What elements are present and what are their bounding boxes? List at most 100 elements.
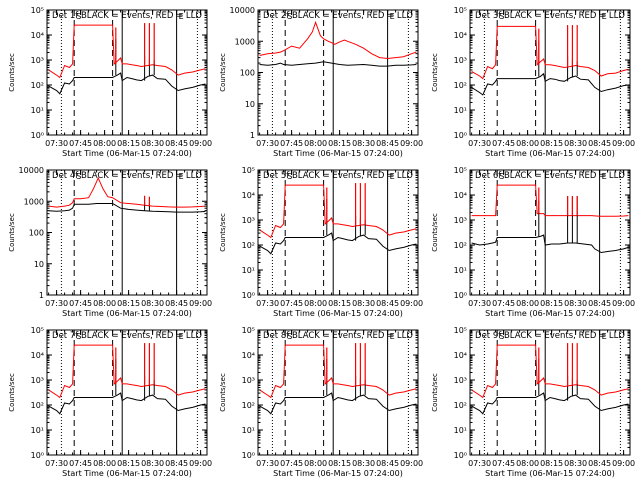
y-tick-label: 10⁵ — [454, 166, 467, 175]
x-axis-label: Start Time (06-Mar-15 07:24:00) — [273, 149, 403, 158]
x-tick-label: 09:00 — [400, 459, 423, 468]
x-tick-label: 08:00 — [93, 139, 116, 148]
y-tick-label: 10² — [242, 241, 255, 250]
saa-start-letter: S — [499, 12, 504, 21]
x-tick-label: 08:45 — [376, 459, 399, 468]
y-axis-label: Counts/sec — [219, 373, 227, 412]
y-tick-label: 10⁰ — [242, 451, 255, 460]
x-axis-label: Start Time (06-Mar-15 07:24:00) — [485, 469, 615, 478]
detector-panel-9: S E 10⁰ 10¹ 10² 10³ 10⁴ 10⁵ 07:30 07:45 08:00 08:15… — [431, 326, 635, 478]
saa-end-letter: E — [390, 172, 395, 181]
x-tick-label: 07:45 — [280, 139, 303, 148]
x-tick-label: 08:30 — [564, 299, 587, 308]
events-series-line — [48, 392, 206, 415]
y-tick-label: 10⁵ — [31, 6, 44, 15]
x-tick-label: 08:15 — [540, 139, 563, 148]
y-tick-label: 10⁵ — [242, 166, 255, 175]
x-tick-label: 08:15 — [328, 139, 351, 148]
y-tick-label: 10⁵ — [31, 326, 44, 335]
y-tick-label: 10³ — [454, 56, 467, 65]
x-tick-label: 08:15 — [117, 459, 140, 468]
y-tick-label: 10¹ — [242, 266, 255, 275]
y-tick-label: 10⁴ — [31, 351, 44, 360]
panel-title: Det 3f BLACK = Events, RED = LLD — [475, 11, 625, 21]
x-tick-label: 08:30 — [352, 139, 375, 148]
lld-series-line — [471, 344, 629, 399]
saa-start-letter: S — [76, 172, 81, 181]
x-tick-label: 08:00 — [93, 299, 116, 308]
lld-series-line — [48, 24, 206, 79]
panel-title: Det 7f BLACK = Events, RED = LLD — [52, 331, 202, 341]
saa-end-letter: E — [602, 332, 607, 341]
panel-title: Det 5f BLACK = Events, RED = LLD — [263, 171, 413, 181]
data-lines — [259, 343, 417, 415]
y-tick-label: 10⁴ — [31, 31, 44, 40]
x-tick-label: 08:30 — [564, 459, 587, 468]
y-tick-label: 10⁵ — [454, 326, 467, 335]
x-tick-label: 09:00 — [612, 139, 635, 148]
y-axis-label: Counts/sec — [219, 213, 227, 252]
panel-title: Det 6f BLACK = Events, RED = LLD — [475, 171, 625, 181]
plot-frame — [257, 329, 419, 456]
y-tick-label: 10³ — [31, 376, 44, 385]
saa-start-letter: S — [76, 332, 81, 341]
x-tick-label: 08:00 — [304, 459, 327, 468]
y-tick-label: 10² — [31, 81, 44, 90]
x-axis-label: Start Time (06-Mar-15 07:24:00) — [62, 149, 192, 158]
x-tick-label: 08:15 — [117, 139, 140, 148]
x-tick-label: 08:45 — [165, 139, 188, 148]
y-tick-label: 10⁴ — [454, 191, 467, 200]
data-lines — [471, 184, 629, 254]
x-tick-label: 08:15 — [117, 299, 140, 308]
x-tick-label: 08:00 — [516, 459, 539, 468]
y-axis-label: Counts/sec — [431, 373, 439, 412]
y-tick-label: 10¹ — [31, 106, 44, 115]
y-tick-label: 1 — [39, 291, 44, 300]
x-tick-label: 08:15 — [540, 299, 563, 308]
y-tick-label: 10¹ — [454, 426, 467, 435]
x-tick-label: 09:00 — [189, 299, 212, 308]
saa-start-letter: S — [499, 332, 504, 341]
saa-start-letter: S — [287, 332, 292, 341]
y-tick-label: 1 — [250, 131, 255, 140]
y-tick-label: 10² — [454, 81, 467, 90]
events-series-line — [259, 392, 417, 415]
x-tick-label: 08:45 — [588, 139, 611, 148]
plot-frame — [46, 329, 208, 456]
panel-title: Det 4f BLACK = Events, RED = LLD — [52, 171, 202, 181]
y-tick-label: 10⁴ — [454, 31, 467, 40]
detector-panel-3: S E 10⁰ 10¹ 10² 10³ 10⁴ 10⁵ 07:30 07:45 08:00 08:15… — [431, 6, 635, 158]
y-tick-label: 10⁰ — [454, 451, 467, 460]
x-tick-label: 07:45 — [492, 459, 515, 468]
x-tick-label: 07:45 — [492, 299, 515, 308]
plot-frame — [469, 9, 631, 136]
lld-series-line — [259, 20, 417, 60]
x-tick-label: 08:30 — [564, 139, 587, 148]
x-tick-label: 07:30 — [468, 459, 491, 468]
plot-frame — [469, 169, 631, 296]
y-tick-label: 10⁴ — [242, 191, 255, 200]
y-tick-label: 10³ — [454, 216, 467, 225]
x-tick-label: 07:45 — [280, 299, 303, 308]
y-tick-label: 10² — [242, 401, 255, 410]
y-tick-label: 10² — [454, 241, 467, 250]
saa-end-letter: E — [602, 12, 607, 21]
y-tick-label: 1000 — [24, 197, 44, 206]
x-tick-label: 08:45 — [376, 299, 399, 308]
x-tick-label: 07:30 — [468, 139, 491, 148]
x-tick-label: 09:00 — [400, 139, 423, 148]
y-tick-label: 10¹ — [242, 426, 255, 435]
detector-panel-1: S E 10⁰ 10¹ 10² 10³ 10⁴ 10⁵ 07:30 07:45 08:00 08:15… — [8, 6, 212, 158]
x-tick-label: 08:00 — [516, 139, 539, 148]
x-tick-label: 09:00 — [400, 299, 423, 308]
y-tick-label: 10⁵ — [454, 6, 467, 15]
saa-start-letter: S — [499, 172, 504, 181]
saa-end-letter: E — [179, 172, 184, 181]
y-tick-label: 10 — [245, 100, 255, 109]
saa-end-letter: E — [179, 332, 184, 341]
x-tick-label: 09:00 — [612, 299, 635, 308]
y-tick-label: 10⁰ — [31, 451, 44, 460]
x-tick-label: 07:30 — [256, 459, 279, 468]
data-lines — [48, 23, 206, 95]
events-series-line — [48, 72, 206, 95]
